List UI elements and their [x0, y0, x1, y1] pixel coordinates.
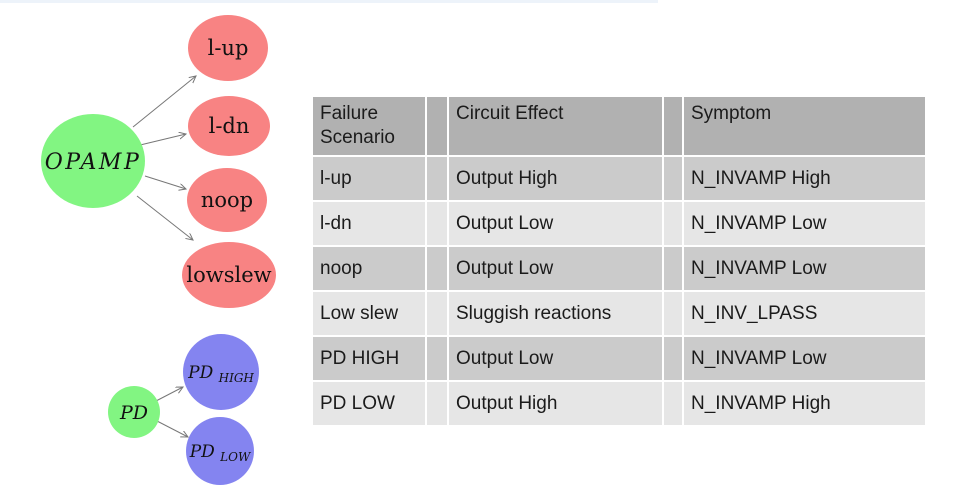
cell-spacer — [427, 157, 447, 200]
node-l-up — [188, 15, 268, 81]
cell-symptom: N_INVAMP High — [684, 382, 925, 425]
pd-high-base: PD — [187, 363, 213, 383]
node-pd — [108, 386, 160, 438]
edge-opamp-ldn — [135, 134, 186, 147]
edge-opamp-noop — [144, 175, 186, 189]
cell-symptom: N_INVAMP High — [684, 157, 925, 200]
cell-spacer — [427, 292, 447, 335]
node-pd-high — [183, 334, 259, 410]
cell-effect: Output High — [449, 157, 662, 200]
edge-opamp-lowslew — [136, 195, 193, 240]
header-spacer-1 — [427, 97, 447, 155]
cell-spacer — [427, 382, 447, 425]
cell-spacer — [664, 202, 682, 245]
cell-scenario: PD LOW — [313, 382, 425, 425]
node-lowslew — [182, 242, 276, 308]
cell-symptom: N_INV_LPASS — [684, 292, 925, 335]
header-cell-symptom: Symptom — [684, 97, 925, 155]
cell-effect: Output Low — [449, 247, 662, 290]
node-noop — [187, 168, 267, 232]
pd-low-base: PD — [189, 442, 215, 462]
cell-symptom: N_INVAMP Low — [684, 202, 925, 245]
cell-symptom: N_INVAMP Low — [684, 247, 925, 290]
window-top-edge — [0, 0, 658, 3]
cell-effect: Output High — [449, 382, 662, 425]
cell-effect: Sluggish reactions — [449, 292, 662, 335]
pd-high-subscript: HIGH — [218, 371, 255, 385]
node-pd-high-label: PD HIGH — [187, 363, 254, 385]
node-noop-label: noop — [201, 188, 253, 212]
cell-scenario: PD HIGH — [313, 337, 425, 380]
node-opamp-label: OPAMP — [45, 150, 142, 175]
cell-scenario: noop — [313, 247, 425, 290]
cell-scenario: Low slew — [313, 292, 425, 335]
node-l-dn — [188, 96, 270, 156]
cell-effect: Output Low — [449, 202, 662, 245]
cell-spacer — [427, 337, 447, 380]
cell-scenario: l-up — [313, 157, 425, 200]
node-l-up-label: l-up — [208, 36, 249, 60]
node-pd-low-label: PD LOW — [189, 442, 252, 464]
header-cell-failure-scenario: Failure Scenario — [313, 97, 425, 155]
opamp-edges — [132, 76, 196, 437]
header-spacer-2 — [664, 97, 682, 155]
header-cell-circuit-effect: Circuit Effect — [449, 97, 662, 155]
cell-spacer — [427, 247, 447, 290]
cell-scenario: l-dn — [313, 202, 425, 245]
node-l-dn-label: l-dn — [209, 114, 250, 138]
pd-low-subscript: LOW — [219, 450, 252, 464]
node-opamp — [41, 114, 145, 208]
edge-pd-pdhigh — [155, 387, 183, 402]
edge-opamp-lup — [132, 76, 196, 128]
node-pd-low — [186, 417, 254, 485]
failure-symptom-table: Failure Scenario Circuit Effect Symptom … — [313, 97, 925, 425]
fault-tree-diagram: OPAMP l-up l-dn noop lowslew PD PD HIGH … — [41, 15, 276, 485]
cell-spacer — [664, 382, 682, 425]
node-lowslew-label: lowslew — [186, 263, 271, 287]
cell-spacer — [664, 157, 682, 200]
edge-pd-pdlow — [156, 420, 188, 437]
cell-spacer — [664, 292, 682, 335]
cell-effect: Output Low — [449, 337, 662, 380]
node-pd-label: PD — [119, 402, 148, 424]
cell-spacer — [427, 202, 447, 245]
cell-symptom: N_INVAMP Low — [684, 337, 925, 380]
cell-spacer — [664, 337, 682, 380]
cell-spacer — [664, 247, 682, 290]
